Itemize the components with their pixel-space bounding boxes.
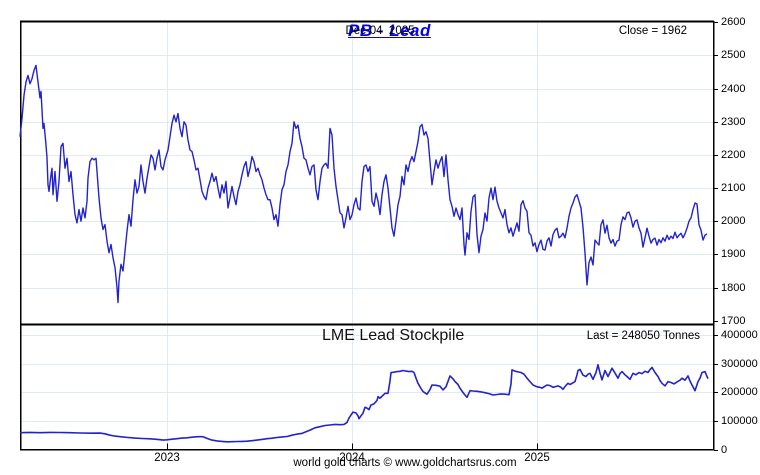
close-value-label: Close = 1962: [618, 25, 687, 37]
chart-date-label: Dec-04 2025: [345, 25, 415, 37]
year-axis-label: 2024: [339, 452, 365, 464]
stockpile-line: [19, 363, 709, 443]
price-axis-tick-label: 2500: [721, 49, 746, 62]
price-axis-tick-label: 2200: [721, 148, 746, 161]
stockpile-axis-tick-label: 0: [721, 443, 728, 456]
price-axis-tick-label: 2400: [721, 82, 746, 95]
price-axis-tick-label: 2300: [721, 115, 746, 128]
page-title: PB - Lead: [0, 1, 760, 61]
stockpile-axis-tick-label: 400000: [721, 329, 758, 342]
price-axis-tick-label: 1800: [721, 281, 746, 294]
price-axis-tick-label: 1700: [721, 314, 746, 327]
price-axis-tick-label: 2600: [721, 16, 746, 29]
price-axis-tick-label: 2000: [721, 215, 746, 228]
price-axis-tick-label: 1900: [721, 248, 746, 261]
stockpile-panel-title: LME Lead Stockpile: [322, 327, 465, 344]
page-title-text: PB - Lead: [348, 21, 431, 40]
stockpile-axis-tick-label: 300000: [721, 357, 758, 370]
stockpile-axis-tick-label: 100000: [721, 414, 758, 427]
year-axis-label: 2025: [524, 452, 550, 464]
footer-credit: world gold charts © www.goldchartsrus.co…: [293, 457, 517, 469]
stockpile-axis-tick-label: 200000: [721, 386, 758, 399]
stockpile-last-label: Last = 248050 Tonnes: [586, 330, 700, 342]
year-axis-label: 2023: [154, 452, 180, 464]
price-axis-tick-label: 2100: [721, 182, 746, 195]
price-line: [19, 64, 708, 304]
